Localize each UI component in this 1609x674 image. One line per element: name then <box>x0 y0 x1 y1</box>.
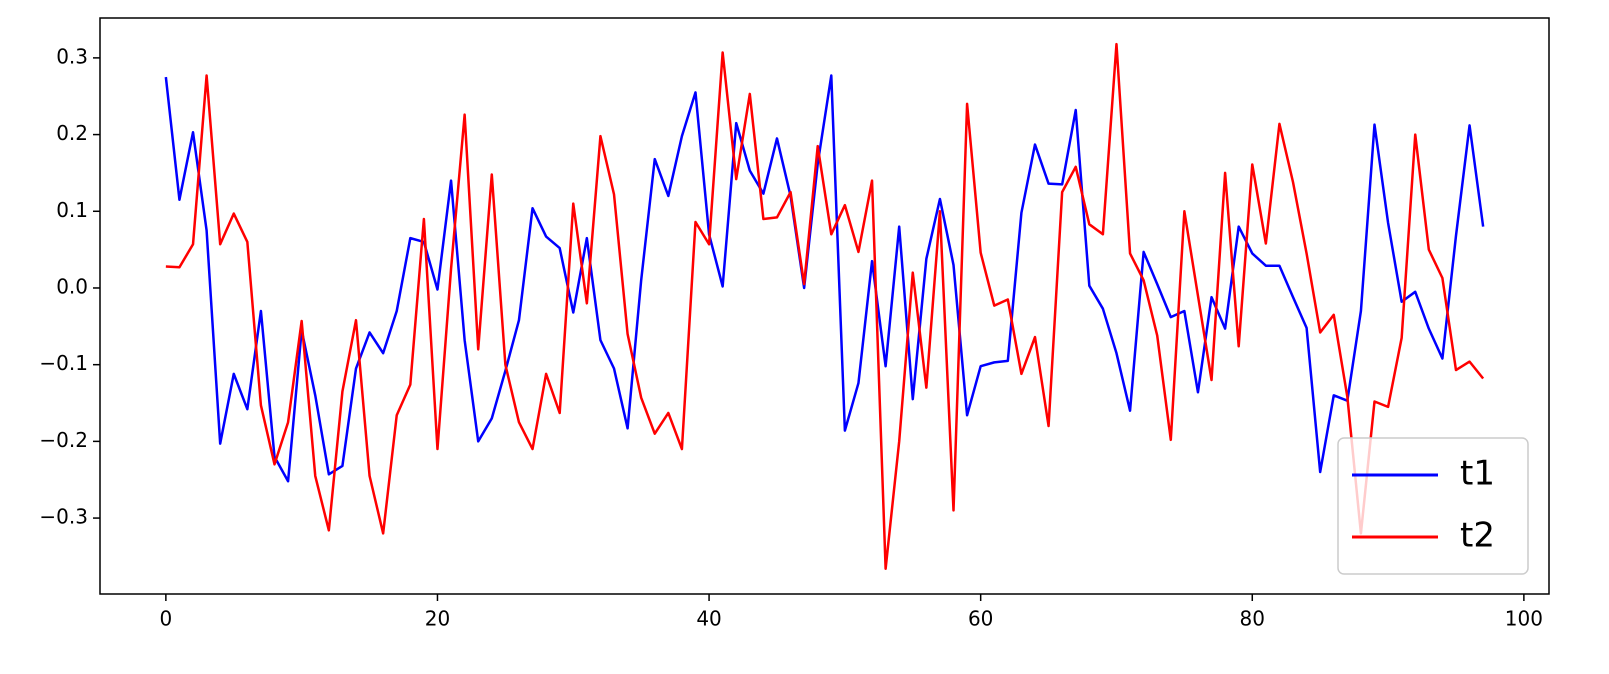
x-tick-label: 0 <box>159 607 172 631</box>
x-tick-label: 60 <box>968 607 993 631</box>
y-tick-label: 0.2 <box>56 121 88 145</box>
line-series <box>165 42 1485 570</box>
y-tick-label: 0.3 <box>56 44 88 68</box>
x-tick-label: 80 <box>1240 607 1265 631</box>
legend-box <box>1337 437 1529 575</box>
y-tick-label: 0.1 <box>56 198 88 222</box>
y-tick-label: −0.3 <box>39 505 88 529</box>
x-tick-label: 100 <box>1505 607 1543 631</box>
legend-label: t2 <box>1460 516 1495 556</box>
y-tick-label: −0.1 <box>39 351 88 375</box>
plot-area <box>100 18 1549 594</box>
x-tick-label: 20 <box>425 607 450 631</box>
y-tick-label: −0.2 <box>39 428 88 452</box>
plot-frame <box>99 17 1550 595</box>
line-series <box>164 74 1485 483</box>
x-tick-label: 40 <box>696 607 721 631</box>
legend-label: t1 <box>1460 454 1495 494</box>
y-tick-label: 0.0 <box>56 274 88 298</box>
